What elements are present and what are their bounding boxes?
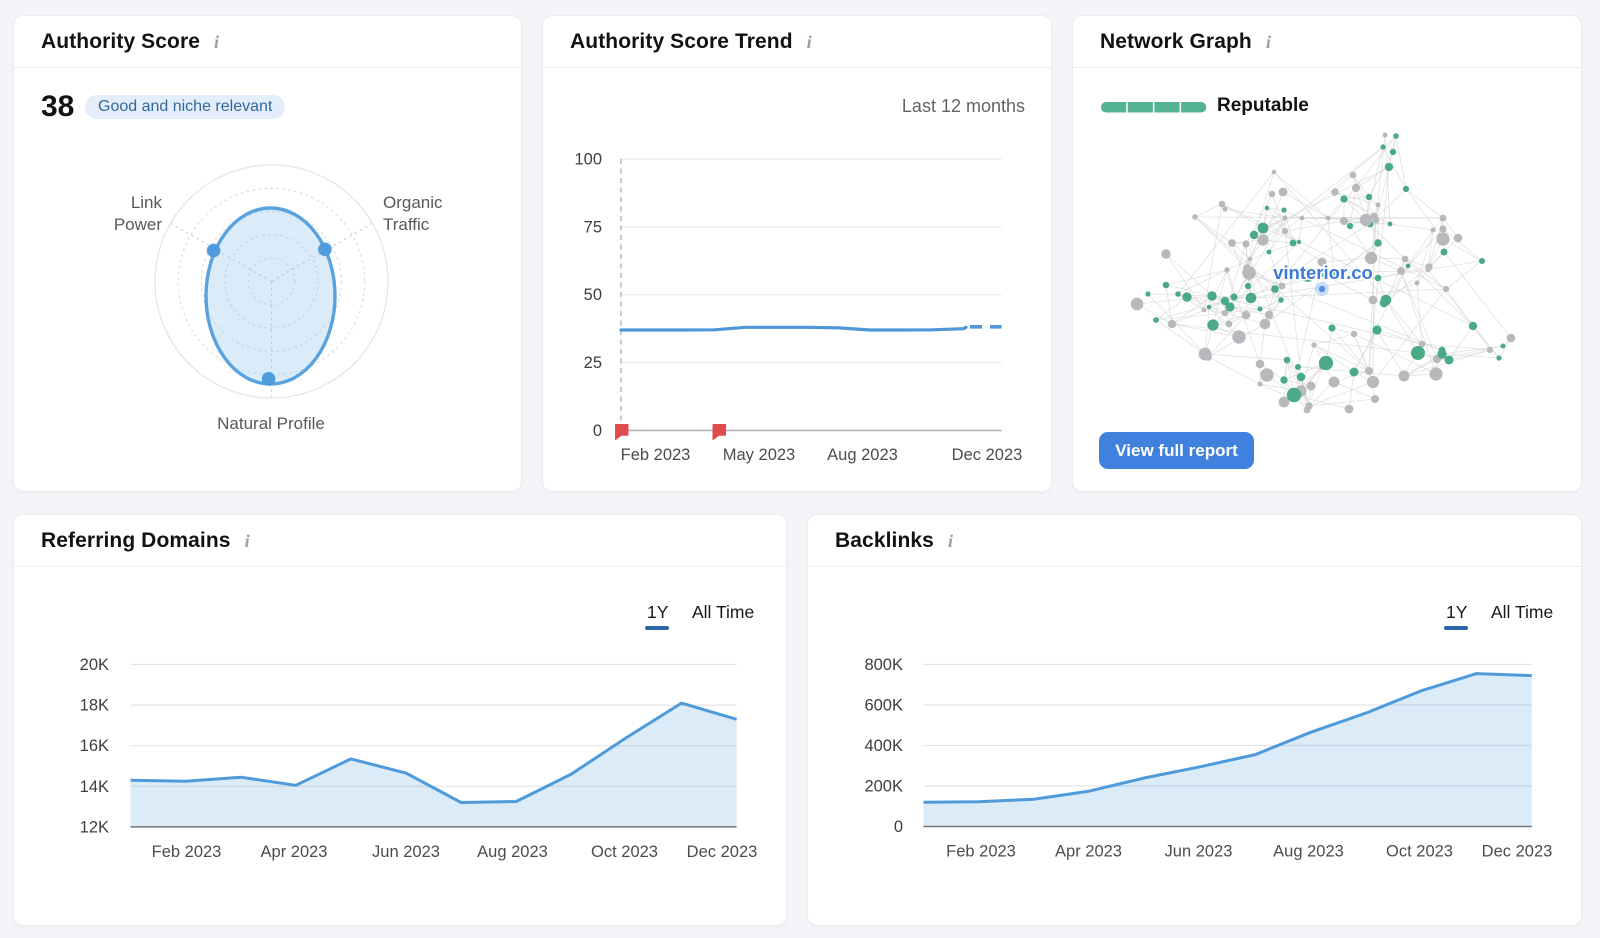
svg-text:Apr 2023: Apr 2023 bbox=[261, 843, 328, 861]
svg-text:Jun 2023: Jun 2023 bbox=[372, 843, 440, 861]
svg-text:16K: 16K bbox=[80, 737, 109, 755]
svg-text:Apr 2023: Apr 2023 bbox=[1055, 843, 1122, 861]
svg-text:Feb 2023: Feb 2023 bbox=[152, 843, 222, 861]
svg-text:Oct 2023: Oct 2023 bbox=[591, 843, 658, 861]
svg-text:75: 75 bbox=[584, 218, 602, 236]
svg-text:Dec 2023: Dec 2023 bbox=[952, 446, 1023, 464]
svg-text:vinterior.co: vinterior.co bbox=[1273, 262, 1373, 283]
svg-text:14K: 14K bbox=[80, 778, 109, 796]
svg-text:25: 25 bbox=[584, 354, 602, 372]
svg-text:800K: 800K bbox=[864, 656, 903, 674]
svg-text:20K: 20K bbox=[80, 656, 109, 674]
svg-text:Aug 2023: Aug 2023 bbox=[477, 843, 548, 861]
svg-text:0: 0 bbox=[894, 818, 903, 836]
svg-text:Dec 2023: Dec 2023 bbox=[1482, 843, 1553, 861]
svg-text:Feb 2023: Feb 2023 bbox=[621, 446, 691, 464]
svg-text:600K: 600K bbox=[864, 697, 903, 715]
svg-text:Oct 2023: Oct 2023 bbox=[1386, 843, 1453, 861]
svg-text:0: 0 bbox=[593, 422, 602, 440]
svg-text:400K: 400K bbox=[864, 737, 903, 755]
svg-text:Feb 2023: Feb 2023 bbox=[946, 843, 1016, 861]
svg-text:Dec 2023: Dec 2023 bbox=[687, 843, 758, 861]
svg-text:Aug 2023: Aug 2023 bbox=[827, 446, 898, 464]
svg-text:Jun 2023: Jun 2023 bbox=[1165, 843, 1233, 861]
svg-text:100: 100 bbox=[574, 151, 602, 169]
svg-text:200K: 200K bbox=[864, 778, 903, 796]
svg-text:18K: 18K bbox=[80, 697, 109, 715]
svg-text:12K: 12K bbox=[80, 818, 109, 836]
svg-text:May 2023: May 2023 bbox=[723, 446, 795, 464]
svg-text:Aug 2023: Aug 2023 bbox=[1273, 843, 1344, 861]
svg-text:50: 50 bbox=[584, 286, 602, 304]
